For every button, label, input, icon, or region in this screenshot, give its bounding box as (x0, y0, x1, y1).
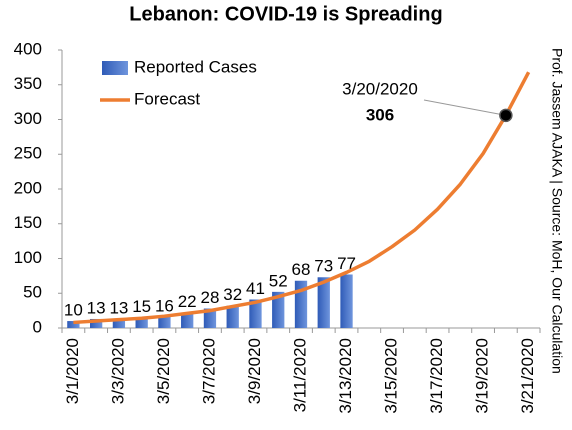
legend-label: Forecast (134, 89, 200, 108)
bar (272, 291, 285, 328)
bar (340, 274, 353, 328)
annotation-leader (423, 99, 506, 116)
x-tick-label: 3/19/2020 (473, 338, 492, 414)
data-label: 28 (200, 288, 219, 307)
y-tick-label: 50 (23, 283, 42, 302)
x-tick-label: 3/13/2020 (336, 338, 355, 414)
x-tick-label: 3/21/2020 (518, 338, 537, 414)
y-tick-label: 150 (14, 213, 42, 232)
chart-title: Lebanon: COVID-19 is Spreading (129, 3, 442, 25)
y-tick-label: 350 (14, 74, 42, 93)
bar (135, 317, 148, 328)
y-tick-label: 0 (33, 317, 42, 336)
data-label: 15 (132, 297, 151, 316)
annotation-value: 306 (366, 105, 394, 124)
x-tick-label: 3/7/2020 (199, 338, 218, 404)
data-label: 68 (292, 260, 311, 279)
bar (317, 277, 330, 328)
legend-label: Reported Cases (134, 57, 257, 76)
data-label: 13 (109, 298, 128, 317)
bar (226, 305, 239, 328)
bar (67, 321, 80, 328)
x-tick-label: 3/15/2020 (382, 338, 401, 414)
y-tick-label: 400 (14, 39, 42, 58)
forecast-line (73, 71, 531, 325)
source-note: Prof. Jassem AJAKA | Source: MoH, Our Ca… (549, 48, 565, 374)
data-label: 41 (246, 279, 265, 298)
bar (249, 299, 262, 328)
x-tick-label: 3/3/2020 (108, 338, 127, 404)
bar (181, 312, 194, 328)
data-label: 13 (87, 298, 106, 317)
y-tick-label: 100 (14, 248, 42, 267)
data-label: 16 (155, 296, 174, 315)
y-tick-label: 250 (14, 144, 42, 163)
data-label: 10 (64, 301, 83, 320)
data-label: 52 (269, 271, 288, 290)
legend-swatch (102, 61, 128, 75)
x-tick-label: 3/11/2020 (290, 338, 309, 412)
x-tick-label: 3/17/2020 (427, 338, 446, 414)
y-tick-label: 300 (14, 109, 42, 128)
x-tick-label: 3/9/2020 (245, 338, 264, 404)
data-label: 22 (178, 292, 197, 311)
bar (203, 308, 217, 328)
data-label: 73 (314, 257, 333, 276)
annotation-text: 3/20/2020 (342, 79, 418, 98)
bar (158, 316, 171, 328)
x-tick-label: 3/1/2020 (63, 338, 82, 404)
x-tick-label: 3/5/2020 (154, 338, 173, 404)
bar (89, 318, 103, 328)
y-tick-label: 200 (14, 178, 42, 197)
bar (112, 318, 126, 328)
annotation-point (499, 108, 513, 123)
data-label: 32 (223, 285, 242, 304)
